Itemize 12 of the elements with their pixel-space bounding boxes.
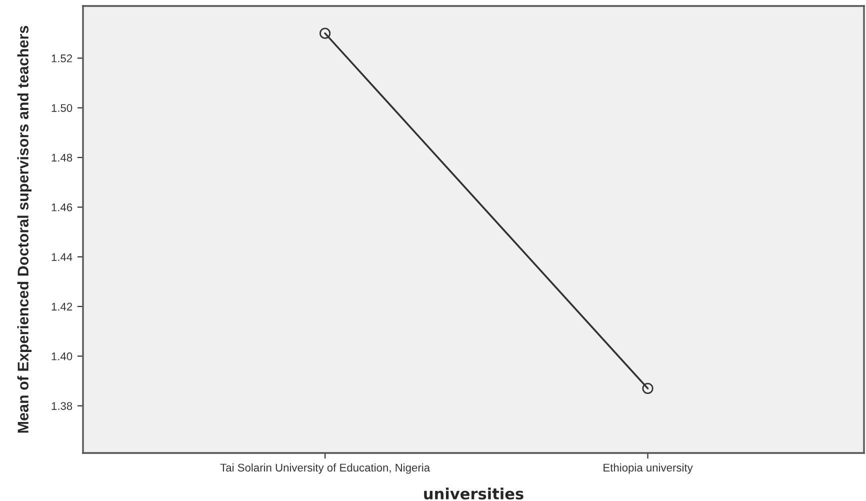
y-tick-label: 1.46: [52, 203, 72, 212]
y-tick-label: 1.50: [52, 104, 72, 112]
y-tick-label: 1.52: [52, 54, 72, 62]
x-axis-title: universities: [424, 488, 524, 500]
y-tick-label: 1.38: [52, 402, 72, 410]
y-tick-label: 1.40: [52, 352, 72, 360]
y-tick-label: 1.48: [52, 154, 72, 162]
y-axis-title: Mean of Experienced Doctoral supervisors and teachers: [17, 26, 32, 433]
x-tick-label: Tai Solarin University of Education, Nigeria: [220, 463, 430, 474]
y-tick-label: 1.42: [52, 302, 72, 311]
x-tick-label: Ethiopia university: [604, 463, 693, 474]
y-tick-label: 1.44: [52, 253, 72, 261]
